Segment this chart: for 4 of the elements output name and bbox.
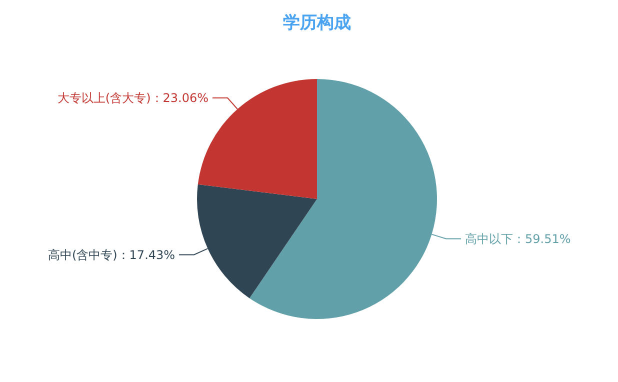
slice-label: 大专以上(含大专)：23.06% — [57, 91, 209, 106]
slice-label: 高中(含中专)：17.43% — [48, 248, 176, 262]
chart-title: 学历构成 — [283, 13, 351, 33]
slice-label: 高中以下：59.51% — [465, 232, 571, 246]
